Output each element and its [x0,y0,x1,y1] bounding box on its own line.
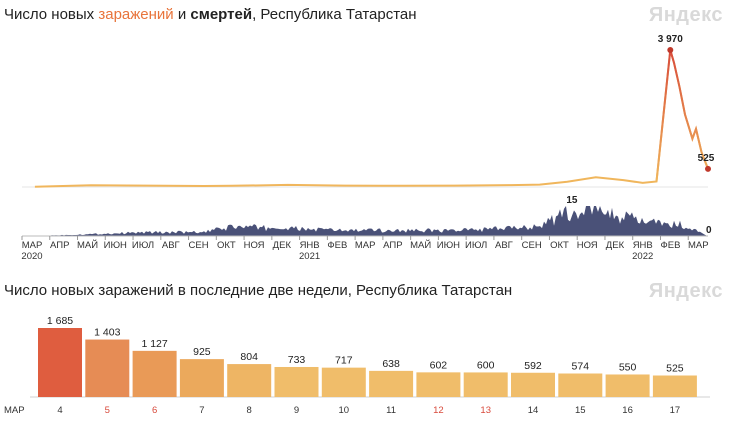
xtick-label-3: ИЮН [104,240,127,251]
infections-peak-line [655,49,709,182]
bar-4 [38,328,82,397]
xtick-year-22: 2022 [632,251,653,262]
xtick-label-15: ИЮН [437,240,460,251]
bar-category-11: 11 [386,405,396,416]
bar-value-16: 550 [619,361,637,373]
xtick-label-17: АВГ [495,240,513,251]
xtick-label-13: АПР [383,240,402,251]
bar-5 [85,339,130,397]
bar-value-8: 804 [240,351,258,363]
bar-category-13: 13 [480,405,491,416]
bar-value-14: 592 [524,360,542,372]
xtick-label-9: ДЕК [273,240,292,251]
bar-category-6: 6 [152,405,157,416]
xtick-label-2: МАЙ [77,239,98,251]
xtick-label-5: АВГ [162,240,180,251]
xtick-label-18: СЕН [522,240,542,251]
bar-14 [511,372,555,397]
bar-value-15: 574 [572,360,590,372]
bar-category-9: 9 [294,405,299,416]
chart1-title: Число новых заражений и смертей, Республ… [4,6,417,23]
xtick-label-10: ЯНВ [300,240,320,251]
bar-7 [179,359,224,397]
bar-16 [605,374,650,397]
bar-value-10: 717 [335,355,353,367]
bar-category-5: 5 [105,405,110,416]
title-deaths: смертей [190,6,253,23]
bar-category-14: 14 [528,405,539,416]
xtick-label-1: АПР [50,240,69,251]
xtick-label-24: МАР [688,240,709,251]
xtick-label-7: ОКТ [217,240,236,251]
bar-category-8: 8 [247,405,252,416]
yandex-logo: Яндекс [648,4,723,26]
bar-6 [132,350,177,397]
yandex-logo-2: Яндекс [648,280,723,302]
xtick-label-22: ЯНВ [633,240,653,251]
xtick-label-0: МАР [22,240,43,251]
bar-value-7: 925 [193,346,211,358]
deaths-area [22,206,707,236]
bar-10 [321,367,366,397]
bar-value-5: 1 403 [94,327,120,339]
title-infections: заражений [98,6,174,23]
deaths-label-0: 15 [566,195,578,206]
bar-15 [558,373,603,397]
bar-category-17: 17 [670,405,681,416]
chart2-title: Число новых заражений в последние две не… [4,282,513,299]
bar-month-label: МАР [4,405,25,416]
xtick-label-4: ИЮЛ [132,240,154,251]
bar-13 [463,372,508,397]
bar-8 [227,364,272,397]
bar-12 [416,372,461,397]
bar-11 [369,370,414,397]
xtick-label-11: ФЕВ [327,240,347,251]
bar-17 [652,375,697,397]
xtick-label-14: МАЙ [410,239,431,251]
bar-category-4: 4 [57,405,62,416]
infections-label-0: 3 970 [658,34,683,45]
bar-value-12: 602 [430,359,448,371]
xtick-label-20: НОЯ [577,240,598,251]
xtick-year-0: 2020 [21,251,42,262]
xtick-label-6: СЕН [189,240,209,251]
bar-value-13: 600 [477,359,495,371]
bar-value-11: 638 [382,358,400,370]
bar-value-9: 733 [288,354,306,366]
xtick-label-8: НОЯ [244,240,265,251]
xtick-year-10: 2021 [299,251,320,262]
bar-value-17: 525 [666,363,684,375]
bar-value-6: 1 127 [141,338,167,350]
bar-category-10: 10 [339,405,350,416]
infections-label-1: 525 [698,153,715,164]
bar-9 [274,366,319,397]
xtick-label-19: ОКТ [550,240,569,251]
infections-marker-0 [667,47,674,53]
bar-category-7: 7 [199,405,204,416]
bar-category-15: 15 [575,405,586,416]
xtick-label-16: ИЮЛ [465,240,487,251]
xtick-label-21: ДЕК [606,240,625,251]
xtick-label-23: ФЕВ [661,240,681,251]
bar-category-12: 12 [433,405,444,416]
deaths-label-1: 0 [706,225,712,236]
infections-marker-1 [705,165,711,172]
bar-value-4: 1 685 [47,315,73,327]
bar-category-16: 16 [622,405,633,416]
xtick-label-12: МАР [355,240,376,251]
